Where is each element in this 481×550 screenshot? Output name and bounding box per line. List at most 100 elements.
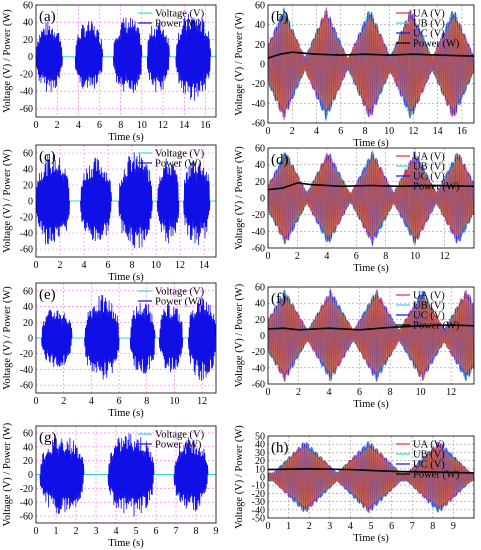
y-tick-label: 40	[23, 442, 33, 453]
x-tick-label: 5	[369, 521, 374, 532]
y-tick-label: 60	[23, 149, 33, 160]
y-tick-label: -40	[20, 87, 33, 98]
x-tick-label: 1	[54, 526, 59, 537]
x-axis-label: Time (s)	[353, 138, 389, 149]
y-tick-label: 40	[255, 160, 265, 171]
y-tick-label: 60	[255, 1, 265, 12]
x-tick-label: 14	[433, 126, 443, 137]
y-axis-label: Voltage (V) / Power (W)	[2, 286, 13, 390]
panel-label: (b)	[271, 9, 289, 25]
series-power-burst	[187, 296, 216, 381]
x-tick-label: 2	[74, 526, 79, 537]
envelope-fill	[268, 158, 474, 238]
x-tick-label: 14	[199, 260, 209, 271]
x-tick-label: 10	[410, 251, 420, 262]
legend-entry: UC (V)	[413, 460, 445, 471]
series-power-burst	[36, 21, 63, 93]
series-power-line	[268, 324, 474, 331]
legend: UA (V)UB (V)UC (V)Power (W)	[396, 152, 460, 193]
y-tick-label: -50	[252, 514, 265, 525]
x-tick-label: 6	[338, 126, 343, 137]
x-tick-label: 0	[34, 120, 39, 131]
series-power-burst	[112, 17, 143, 94]
legend-entry: UB (V)	[413, 162, 445, 173]
panel-label: (d)	[271, 152, 289, 168]
y-tick-label: 20	[255, 315, 265, 326]
y-tick-label: 60	[23, 286, 33, 297]
x-tick-label: 8	[383, 251, 388, 262]
y-tick-label: -30	[252, 497, 265, 508]
y-axis-label: Voltage (V) / Power (W)	[234, 283, 245, 387]
x-tick-label: 10	[416, 387, 426, 398]
y-tick-label: -20	[20, 484, 33, 495]
legend-entry: UC (V)	[413, 172, 445, 183]
y-tick-label: -20	[20, 349, 33, 360]
y-tick-label: 20	[23, 456, 33, 467]
legend-entry: UB (V)	[413, 301, 445, 312]
legend-entry: Voltage (V)	[155, 149, 205, 160]
x-tick-label: 5	[134, 526, 139, 537]
series-power-burst	[84, 294, 120, 380]
y-tick-label: 0	[28, 52, 33, 63]
y-tick-label: 20	[255, 177, 265, 188]
y-axis-label: Voltage (V) / Power (W)	[234, 146, 245, 250]
y-tick-label: -20	[252, 347, 265, 358]
x-tick-label: 7	[174, 526, 179, 537]
legend: UA (V)UB (V)UC (V)Power (W)	[396, 440, 460, 481]
y-tick-label: -40	[252, 99, 265, 110]
envelope-fill	[268, 447, 474, 507]
series-power-line	[268, 182, 474, 191]
series-power-burst	[74, 21, 104, 89]
data-layer	[36, 13, 216, 101]
y-tick-label: 20	[23, 181, 33, 192]
x-tick-label: 6	[97, 120, 102, 131]
y-tick-label: -20	[20, 69, 33, 80]
y-tick-label: 40	[23, 18, 33, 29]
series-power-burst	[183, 160, 211, 246]
axes-frame	[35, 144, 217, 258]
x-tick-label: 4	[327, 387, 332, 398]
x-tick-label: 3	[94, 526, 99, 537]
y-tick-label: 60	[255, 283, 265, 294]
y-tick-label: -60	[20, 104, 33, 115]
x-tick-label: 12	[408, 126, 418, 137]
axes-frame	[35, 4, 217, 118]
y-tick-label: 40	[23, 165, 33, 176]
legend: UA (V)UB (V)UC (V)Power (W)	[396, 9, 460, 50]
x-tick-label: 16	[457, 126, 467, 137]
x-axis-label: Time (s)	[108, 538, 144, 549]
series-power-line	[268, 467, 474, 474]
series-power-burst	[118, 152, 153, 249]
y-tick-label: -40	[252, 227, 265, 238]
panel-label: (e)	[39, 287, 56, 303]
x-tick-label: 9	[214, 526, 219, 537]
data-layer	[268, 149, 474, 246]
x-tick-label: 8	[130, 260, 135, 271]
x-axis-label: Time (s)	[353, 399, 389, 410]
legend-entry: UA (V)	[413, 291, 445, 302]
y-tick-label: -20	[20, 213, 33, 224]
x-tick-label: 9	[451, 521, 456, 532]
series-power-burst	[41, 309, 73, 368]
y-tick-label: 40	[255, 299, 265, 310]
legend-entry: UB (V)	[413, 19, 445, 30]
axes-frame	[267, 286, 475, 385]
x-tick-label: 0	[34, 260, 39, 271]
axes-frame	[35, 282, 217, 394]
y-tick-label: -60	[20, 381, 33, 392]
x-tick-label: 4	[314, 126, 319, 137]
y-tick-label: -40	[20, 498, 33, 509]
x-tick-label: 8	[194, 526, 199, 537]
panel-label: (g)	[39, 430, 57, 446]
y-tick-label: 0	[28, 470, 33, 481]
chart-panel-e: 0 2 4 6 8 10 12 60 40 20 0 -20 -40 -60 Time (s) Voltage…	[2, 282, 217, 419]
x-tick-label: 4	[82, 260, 87, 271]
legend-entry: UA (V)	[413, 152, 445, 163]
chart-panel-d: 0 2 4 6 8 10 12 60 40 20 0 -20 -40 -60 Time (s) Voltage…	[234, 144, 475, 274]
x-tick-label: 10	[384, 126, 394, 137]
x-tick-label: 2	[307, 521, 312, 532]
y-tick-label: 40	[23, 302, 33, 313]
y-axis-label: Voltage (V) / Power (W)	[2, 9, 13, 113]
x-tick-label: 8	[362, 126, 367, 137]
y-tick-label: 40	[255, 440, 265, 451]
